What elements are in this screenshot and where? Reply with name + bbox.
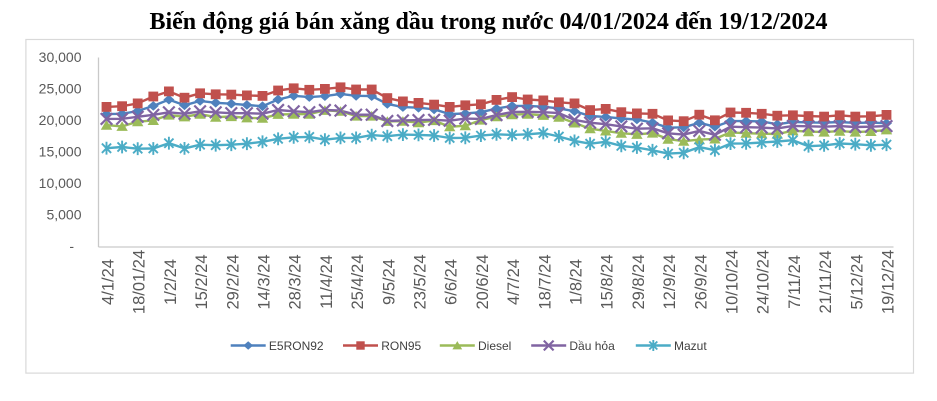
svg-text:18/01/24: 18/01/24 [131, 250, 149, 314]
svg-text:9/5/24: 9/5/24 [380, 259, 398, 305]
svg-text:Diesel: Diesel [478, 339, 511, 353]
svg-text:24/10/24: 24/10/24 [755, 250, 773, 314]
svg-text:18/7/24: 18/7/24 [536, 254, 554, 309]
svg-text:1/2/24: 1/2/24 [162, 259, 180, 305]
svg-text:RON95: RON95 [381, 339, 421, 353]
svg-text:6/6/24: 6/6/24 [443, 259, 461, 305]
svg-text:26/9/24: 26/9/24 [692, 254, 710, 309]
svg-text:E5RON92: E5RON92 [269, 339, 324, 353]
svg-text:5,000: 5,000 [46, 207, 81, 223]
svg-text:Mazut: Mazut [674, 339, 707, 353]
svg-text:25,000: 25,000 [39, 81, 82, 97]
svg-text:29/2/24: 29/2/24 [224, 254, 242, 309]
svg-text:25/4/24: 25/4/24 [349, 254, 367, 309]
svg-text:20,000: 20,000 [39, 112, 82, 128]
svg-text:28/3/24: 28/3/24 [287, 254, 305, 309]
svg-text:5/12/24: 5/12/24 [848, 254, 866, 309]
svg-text:20/6/24: 20/6/24 [474, 254, 492, 309]
svg-text:Dầu hỏa: Dầu hỏa [569, 339, 615, 353]
svg-text:7/11/24: 7/11/24 [786, 255, 804, 309]
svg-text:4/1/24: 4/1/24 [100, 259, 118, 305]
svg-text:15/8/24: 15/8/24 [599, 254, 617, 309]
svg-text:11/4/24: 11/4/24 [318, 255, 336, 309]
svg-text:21/11/24: 21/11/24 [817, 250, 835, 313]
svg-text:15,000: 15,000 [39, 144, 82, 160]
svg-text:10,000: 10,000 [39, 175, 82, 191]
svg-text:1/8/24: 1/8/24 [568, 259, 586, 305]
svg-text:15/2/24: 15/2/24 [193, 254, 211, 309]
svg-text:30,000: 30,000 [39, 49, 82, 65]
svg-text:14/3/24: 14/3/24 [256, 254, 274, 309]
svg-text:29/8/24: 29/8/24 [630, 254, 648, 309]
svg-text:12/9/24: 12/9/24 [661, 254, 679, 309]
svg-text:10/10/24: 10/10/24 [724, 250, 742, 314]
svg-text:4/7/24: 4/7/24 [505, 259, 523, 305]
svg-text:19/12/24: 19/12/24 [880, 250, 898, 314]
svg-text:-: - [69, 238, 74, 254]
svg-text:23/5/24: 23/5/24 [412, 254, 430, 309]
